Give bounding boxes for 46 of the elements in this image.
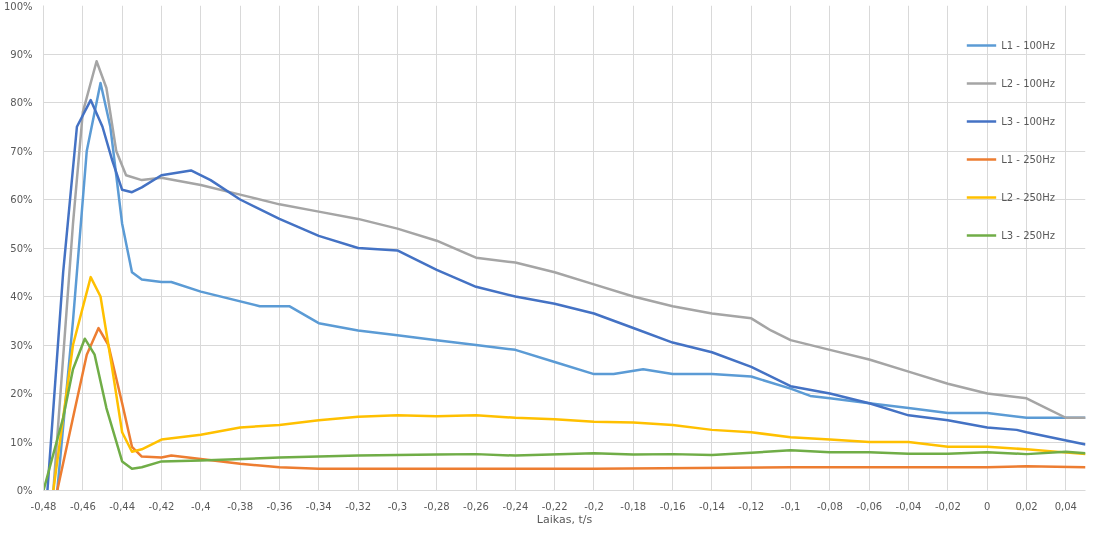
- x-tick-label: -0,06: [856, 500, 883, 512]
- x-tick-label: -0,26: [463, 500, 489, 512]
- x-tick-label: -0,02: [934, 500, 961, 512]
- x-tick-label: -0,1: [780, 500, 801, 512]
- legend-label: L3 - 100Hz: [1001, 115, 1055, 127]
- x-tick-label: -0,22: [541, 500, 568, 512]
- x-tick-label: -0,18: [620, 500, 647, 512]
- x-tick-label: -0,38: [227, 500, 254, 512]
- x-tick-label: -0,34: [305, 500, 332, 512]
- x-tick-label: -0,14: [699, 500, 725, 512]
- y-tick-label: 90%: [10, 48, 33, 60]
- x-axis-title: Laikas, t/s: [536, 512, 593, 526]
- x-tick-label: -0,28: [423, 500, 450, 512]
- legend-label: L1 - 100Hz: [1001, 39, 1055, 51]
- x-tick-label: -0,16: [659, 500, 686, 512]
- y-tick-label: 20%: [10, 388, 33, 399]
- line-series: [52, 275, 1086, 491]
- y-tick-label: 10%: [10, 436, 33, 448]
- x-tick-label: -0,44: [109, 500, 136, 512]
- x-tick-label: -0,36: [266, 500, 293, 512]
- y-tick-label: 0%: [16, 485, 33, 496]
- x-tick-label: -0,12: [738, 500, 765, 512]
- y-tick-label: 70%: [10, 145, 33, 157]
- x-tick-label: -0,04: [895, 500, 922, 512]
- legend-label: L3 - 250Hz: [1001, 229, 1055, 241]
- x-tick-label: -0,46: [69, 500, 96, 512]
- x-tick-label: -0,2: [584, 500, 604, 512]
- legend-label: L2 - 100Hz: [1001, 77, 1055, 89]
- y-tick-label: 50%: [10, 242, 33, 254]
- y-tick-label: 40%: [10, 291, 33, 302]
- x-tick-label: 0: [984, 500, 991, 512]
- y-tick-label: 100%: [3, 0, 33, 12]
- x-tick-label: -0,4: [191, 500, 211, 512]
- y-tick-label: 80%: [10, 97, 33, 108]
- legend-label: L1 - 250Hz: [1001, 153, 1055, 165]
- x-tick-label: 0,04: [1054, 500, 1077, 512]
- x-tick-label: -0,3: [387, 500, 408, 512]
- legend-label: L2 - 250Hz: [1001, 191, 1055, 203]
- y-tick-label: 60%: [10, 194, 33, 205]
- x-tick-label: -0,42: [148, 500, 175, 512]
- x-tick-label: -0,32: [345, 500, 371, 512]
- x-tick-label: -0,48: [30, 500, 57, 512]
- y-tick-label: 30%: [10, 339, 33, 351]
- x-tick-label: -0,08: [816, 500, 843, 512]
- x-tick-label: 0,02: [1015, 500, 1038, 512]
- x-tick-label: -0,24: [502, 500, 529, 512]
